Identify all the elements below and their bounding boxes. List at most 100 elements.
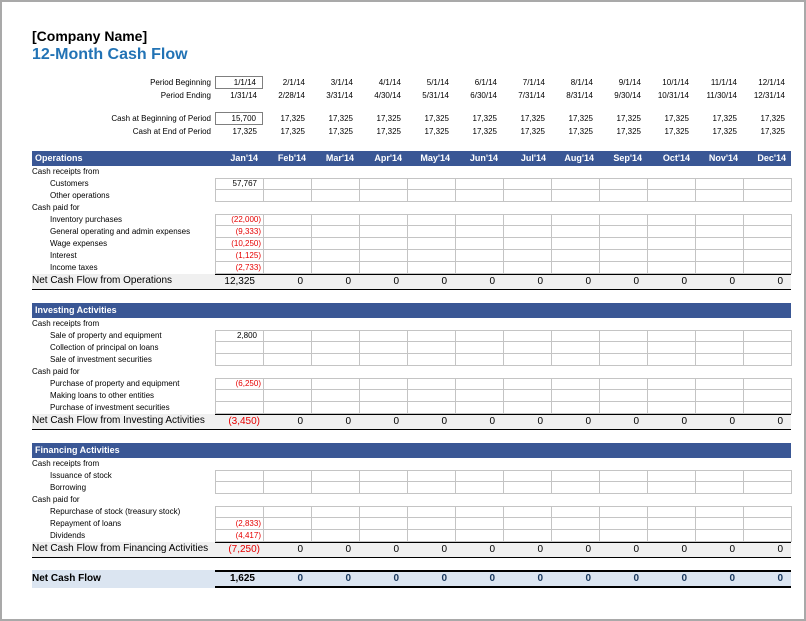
- data-cell[interactable]: [264, 342, 312, 354]
- data-cell[interactable]: [600, 238, 648, 250]
- data-cell[interactable]: [552, 226, 600, 238]
- data-cell[interactable]: [408, 226, 456, 238]
- data-cell[interactable]: [552, 390, 600, 402]
- data-cell[interactable]: [456, 470, 504, 482]
- data-cell[interactable]: [648, 506, 696, 518]
- data-cell[interactable]: [456, 342, 504, 354]
- period-cell[interactable]: 12/1/14: [758, 78, 785, 87]
- period-cell[interactable]: 17,325: [712, 114, 737, 123]
- data-cell[interactable]: [264, 178, 312, 190]
- data-cell[interactable]: [360, 250, 408, 262]
- data-cell[interactable]: [696, 470, 744, 482]
- data-cell[interactable]: [408, 214, 456, 226]
- data-cell[interactable]: [312, 518, 360, 530]
- data-cell[interactable]: [312, 482, 360, 494]
- data-cell[interactable]: [312, 470, 360, 482]
- data-cell[interactable]: [696, 178, 744, 190]
- data-cell[interactable]: [360, 178, 408, 190]
- data-cell[interactable]: [456, 214, 504, 226]
- data-cell[interactable]: [408, 506, 456, 518]
- data-cell[interactable]: [600, 342, 648, 354]
- data-cell[interactable]: [408, 378, 456, 390]
- data-cell[interactable]: [696, 226, 744, 238]
- period-cell[interactable]: 10/1/14: [662, 78, 689, 87]
- data-cell[interactable]: [360, 190, 408, 202]
- data-cell[interactable]: [648, 226, 696, 238]
- period-cell[interactable]: 17,325: [376, 114, 401, 123]
- data-cell[interactable]: [696, 518, 744, 530]
- data-cell[interactable]: [696, 482, 744, 494]
- data-cell[interactable]: [408, 482, 456, 494]
- period-cell[interactable]: 17,325: [520, 114, 545, 123]
- data-cell[interactable]: [504, 214, 552, 226]
- period-cell[interactable]: 17,325: [328, 114, 353, 123]
- data-cell[interactable]: [456, 506, 504, 518]
- data-cell[interactable]: [648, 390, 696, 402]
- data-cell[interactable]: [696, 342, 744, 354]
- data-cell[interactable]: 57,767: [216, 178, 264, 190]
- data-cell[interactable]: [408, 354, 456, 366]
- data-cell[interactable]: [360, 506, 408, 518]
- data-cell[interactable]: [504, 506, 552, 518]
- data-cell[interactable]: [456, 190, 504, 202]
- data-cell[interactable]: [264, 518, 312, 530]
- data-cell[interactable]: [600, 506, 648, 518]
- data-cell[interactable]: [696, 354, 744, 366]
- data-cell[interactable]: (6,250): [216, 378, 264, 390]
- data-cell[interactable]: [216, 470, 264, 482]
- data-cell[interactable]: [744, 354, 792, 366]
- data-cell[interactable]: [504, 354, 552, 366]
- data-cell[interactable]: [744, 262, 792, 274]
- data-cell[interactable]: [744, 518, 792, 530]
- data-cell[interactable]: [552, 250, 600, 262]
- data-cell[interactable]: [744, 190, 792, 202]
- data-cell[interactable]: [744, 470, 792, 482]
- data-cell[interactable]: (22,000): [216, 214, 264, 226]
- data-cell[interactable]: [552, 518, 600, 530]
- data-cell[interactable]: [408, 390, 456, 402]
- data-cell[interactable]: [456, 330, 504, 342]
- data-cell[interactable]: [360, 390, 408, 402]
- data-cell[interactable]: [312, 178, 360, 190]
- data-cell[interactable]: [312, 402, 360, 414]
- data-cell[interactable]: [504, 342, 552, 354]
- data-cell[interactable]: [504, 262, 552, 274]
- data-cell[interactable]: [264, 390, 312, 402]
- data-cell[interactable]: [648, 262, 696, 274]
- period-cell[interactable]: 2/1/14: [282, 78, 305, 87]
- data-cell[interactable]: [360, 518, 408, 530]
- data-cell[interactable]: [312, 330, 360, 342]
- period-cell[interactable]: 11/1/14: [710, 78, 737, 87]
- data-cell[interactable]: [600, 390, 648, 402]
- period-cell[interactable]: 7/1/14: [522, 78, 545, 87]
- data-cell[interactable]: [456, 354, 504, 366]
- data-cell[interactable]: [504, 378, 552, 390]
- data-cell[interactable]: [264, 190, 312, 202]
- data-cell[interactable]: [216, 482, 264, 494]
- data-cell[interactable]: [456, 238, 504, 250]
- data-cell[interactable]: [600, 378, 648, 390]
- period-cell[interactable]: 15,700: [215, 112, 263, 125]
- data-cell[interactable]: [744, 342, 792, 354]
- data-cell[interactable]: [696, 330, 744, 342]
- data-cell[interactable]: [264, 402, 312, 414]
- data-cell[interactable]: [744, 402, 792, 414]
- data-cell[interactable]: [552, 262, 600, 274]
- data-cell[interactable]: [216, 390, 264, 402]
- data-cell[interactable]: [552, 354, 600, 366]
- data-cell[interactable]: [600, 530, 648, 542]
- data-cell[interactable]: [600, 470, 648, 482]
- period-cell[interactable]: 3/1/14: [330, 78, 353, 87]
- period-cell[interactable]: 8/1/14: [570, 78, 593, 87]
- data-cell[interactable]: [408, 402, 456, 414]
- data-cell[interactable]: [552, 190, 600, 202]
- data-cell[interactable]: [504, 250, 552, 262]
- data-cell[interactable]: [504, 402, 552, 414]
- data-cell[interactable]: [264, 238, 312, 250]
- data-cell[interactable]: (4,417): [216, 530, 264, 542]
- data-cell[interactable]: [600, 190, 648, 202]
- data-cell[interactable]: [456, 226, 504, 238]
- data-cell[interactable]: [648, 402, 696, 414]
- data-cell[interactable]: (10,250): [216, 238, 264, 250]
- data-cell[interactable]: [696, 506, 744, 518]
